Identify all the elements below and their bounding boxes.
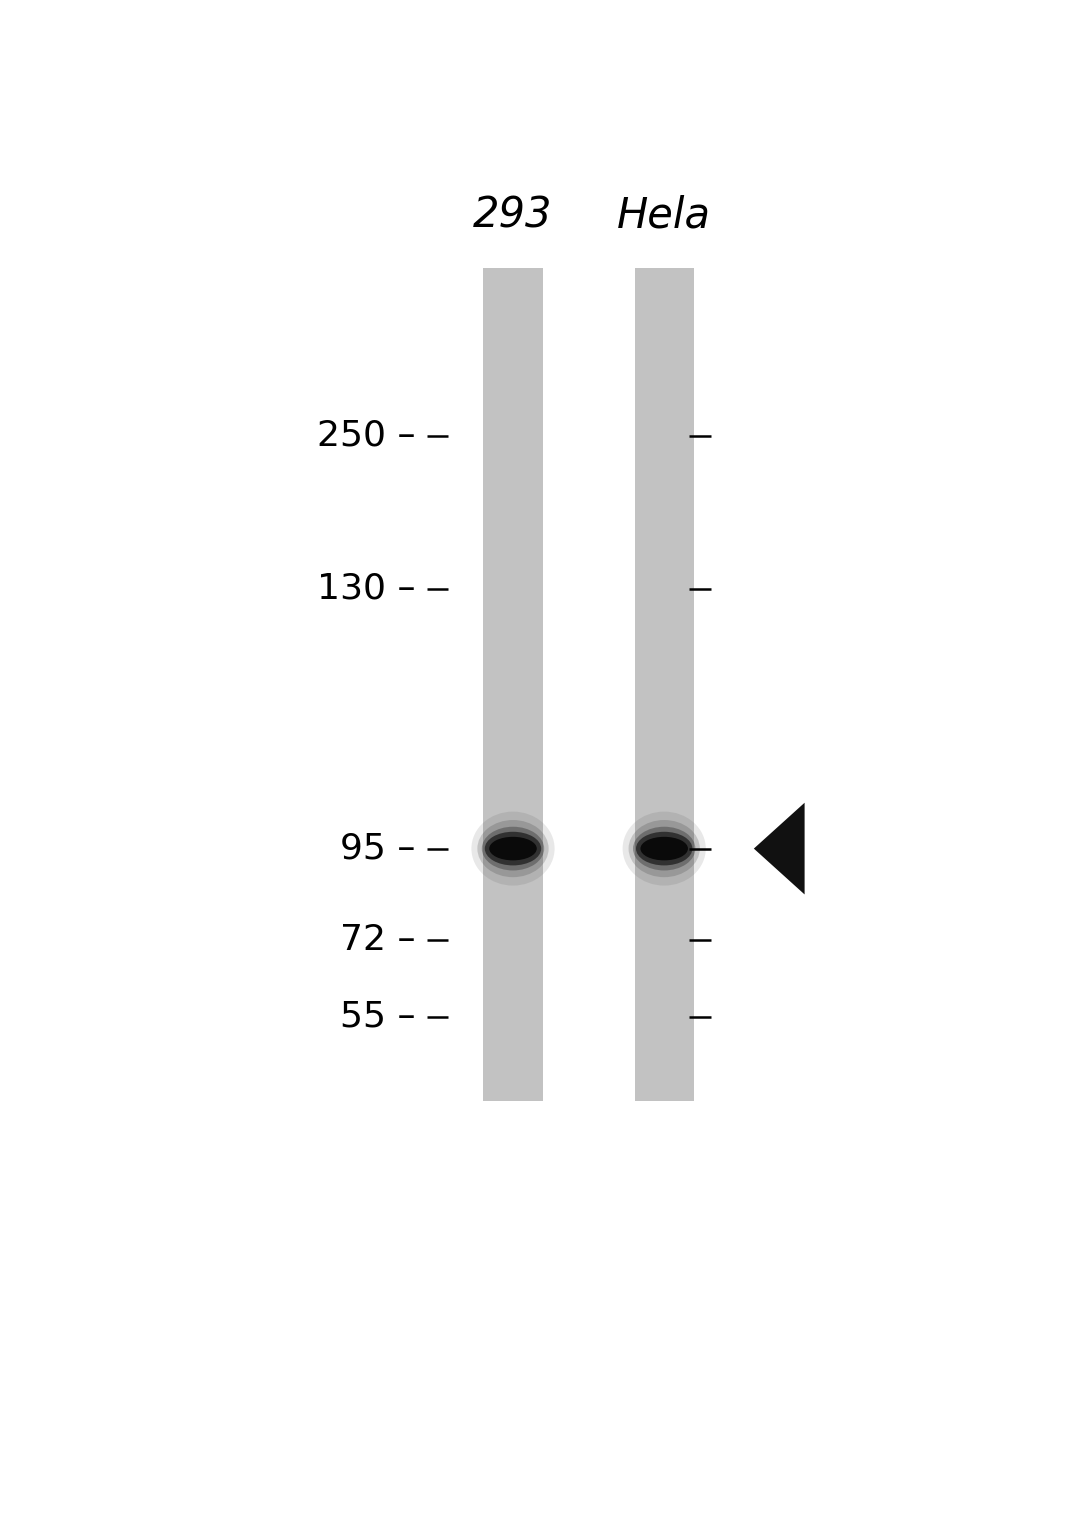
Text: 95 –: 95 – [340, 832, 416, 865]
Ellipse shape [629, 820, 700, 878]
Ellipse shape [489, 836, 537, 861]
Text: 72 –: 72 – [340, 924, 416, 957]
Polygon shape [754, 803, 805, 894]
Text: 130 –: 130 – [318, 572, 416, 605]
Ellipse shape [485, 832, 541, 865]
Ellipse shape [472, 812, 555, 885]
Text: 55 –: 55 – [340, 1000, 416, 1034]
Ellipse shape [636, 832, 692, 865]
Bar [635, 268, 694, 1101]
Text: 293: 293 [473, 196, 553, 237]
Text: Hela: Hela [617, 196, 712, 237]
Ellipse shape [482, 827, 544, 870]
Bar [483, 268, 542, 1101]
Ellipse shape [622, 812, 706, 885]
Ellipse shape [640, 836, 688, 861]
Ellipse shape [633, 827, 696, 870]
Ellipse shape [477, 820, 549, 878]
Text: 250 –: 250 – [318, 419, 416, 453]
